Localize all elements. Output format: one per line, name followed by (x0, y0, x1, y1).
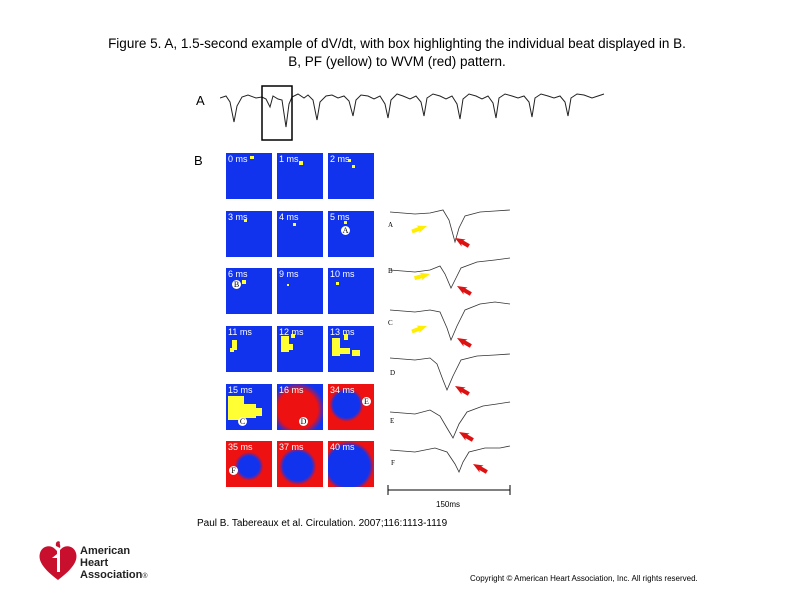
copyright-notice: Copyright © American Heart Association, … (470, 574, 698, 583)
tile-time: 6 ms (228, 269, 248, 279)
map-tile-7: 9 ms (277, 268, 323, 314)
logo-line1: American (80, 545, 131, 557)
panel-a-label: A (196, 93, 205, 108)
registered-mark: ® (142, 573, 148, 580)
map-tile-11: 13 ms (328, 326, 374, 372)
logo-line3-text: Association (80, 569, 143, 581)
yellow-arrow (410, 322, 429, 336)
tile-marker: E (362, 397, 371, 406)
map-tile-4: 4 ms (277, 211, 323, 257)
red-arrow (471, 460, 489, 476)
tile-time: 11 ms (228, 327, 252, 337)
red-arrow (455, 282, 473, 298)
tile-time: 10 ms (330, 269, 355, 279)
trace-c (389, 301, 511, 350)
red-arrow (457, 428, 475, 444)
tile-time: 9 ms (279, 269, 299, 279)
trace-label-d: D (390, 369, 396, 377)
tile-time: 16 ms (279, 385, 304, 395)
tile-time: 34 ms (330, 385, 355, 395)
trace-f (389, 445, 511, 476)
tile-marker: A (341, 226, 350, 235)
tile-time: 13 ms (330, 327, 355, 337)
map-tile-12: 15 ms C (226, 384, 272, 430)
trace-a (389, 209, 511, 250)
map-tile-1: 1 ms (277, 153, 323, 199)
figure-title-line2: B, PF (yellow) to WVM (red) pattern. (288, 54, 506, 69)
trace-label-f: F (391, 459, 395, 467)
tile-time: 3 ms (228, 212, 248, 222)
highlight-box (261, 85, 293, 141)
dvdt-trace-line (220, 93, 605, 128)
panel-b-label: B (194, 153, 203, 168)
map-tile-2: 2 ms (328, 153, 374, 199)
map-tile-8: 10 ms (328, 268, 374, 314)
tile-marker: D (299, 417, 308, 426)
red-arrow (453, 234, 471, 250)
map-tile-9: 11 ms (226, 326, 272, 372)
citation: Paul B. Tabereaux et al. Circulation. 20… (197, 518, 448, 529)
scale-bar-label: 150ms (436, 500, 461, 509)
logo-line2: Heart (80, 557, 109, 569)
figure-title-line1: Figure 5. A, 1.5-second example of dV/dt… (108, 36, 686, 51)
heart-torch-icon (39, 541, 77, 580)
map-tile-10: 12 ms (277, 326, 323, 372)
map-tile-0: 0 ms (226, 153, 272, 199)
tile-time: 1 ms (279, 154, 299, 164)
tile-time: 2 ms (330, 154, 350, 164)
map-tile-17: 40 ms (328, 441, 374, 487)
tile-marker: B (232, 280, 241, 289)
tile-marker: C (238, 417, 247, 426)
logo-line3: Association® (80, 569, 148, 583)
yellow-arrow (410, 222, 429, 236)
scale-bar (387, 485, 511, 495)
trace-d (389, 353, 511, 398)
map-tile-14: 34 ms E (328, 384, 374, 430)
map-tile-3: 3 ms (226, 211, 272, 257)
panel-a-trace (220, 85, 605, 141)
tile-time: 5 ms (330, 212, 350, 222)
tile-time: 12 ms (279, 327, 304, 337)
map-tile-15: 35 ms F (226, 441, 272, 487)
map-tile-5: 5 ms A (328, 211, 374, 257)
tile-time: 15 ms (228, 385, 253, 395)
trace-label-a: A (388, 221, 394, 229)
tile-time: 4 ms (279, 212, 299, 222)
figure-title: Figure 5. A, 1.5-second example of dV/dt… (0, 35, 794, 71)
aha-logo-text: American Heart Association® (80, 545, 148, 583)
unipolar-traces (387, 209, 511, 495)
trace-e (389, 401, 511, 444)
red-arrow (453, 382, 471, 398)
trace-label-b: B (388, 267, 393, 275)
tile-marker: F (229, 466, 238, 475)
map-tile-6: 6 ms B (226, 268, 272, 314)
tile-time: 0 ms (228, 154, 248, 164)
map-tile-16: 37 ms (277, 441, 323, 487)
tile-time: 37 ms (279, 442, 304, 452)
trace-b (389, 257, 511, 298)
trace-label-e: E (390, 417, 395, 425)
trace-label-c: C (388, 319, 393, 327)
red-arrow (455, 334, 473, 350)
tile-time: 40 ms (330, 442, 355, 452)
tile-time: 35 ms (228, 442, 253, 452)
map-tile-13: 16 ms D (277, 384, 323, 430)
